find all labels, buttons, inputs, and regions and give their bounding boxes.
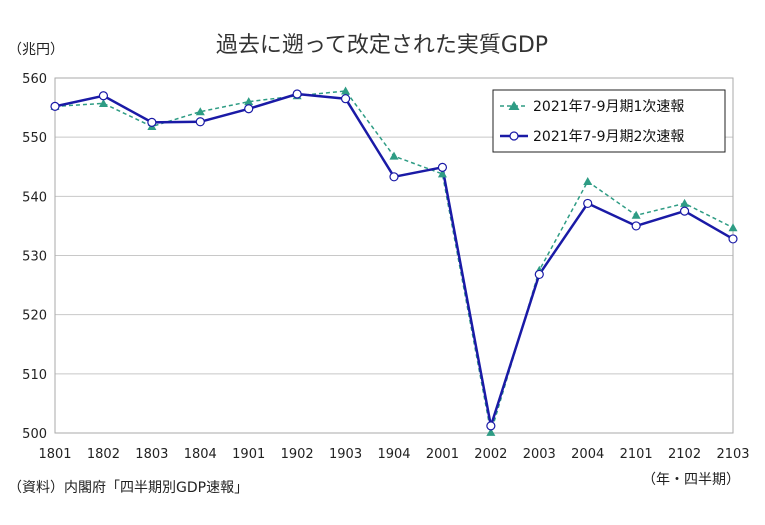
legend-label-series-1: 2021年7-9月期1次速報 [533,99,684,115]
gridlines [55,136,733,375]
x-tick-label: 2002 [474,447,507,462]
y-tick-label: 500 [22,427,47,442]
series-layer [50,86,738,436]
data-point-series-2 [534,269,544,280]
legend-label-series-2: 2021年7-9月期2次速報 [533,129,684,145]
legend-box [492,89,726,153]
x-tick-label: 1801 [38,447,71,462]
data-point-series-2 [728,234,738,244]
y-tick-label: 560 [22,72,47,87]
x-axis-unit: （年・四半期） [642,472,740,488]
x-tick-label: 1903 [329,447,362,462]
x-tick-label: 2103 [716,447,749,462]
legend-marker-series-2 [509,131,519,141]
data-point-series-2 [389,172,399,182]
data-point-series-2 [486,421,496,431]
data-point-series-2 [292,89,302,99]
data-point-series-2 [244,104,254,114]
data-point-series-2 [631,221,641,231]
x-tick-label: 2001 [426,447,459,462]
x-tick-label: 1803 [135,447,168,462]
x-tick-label: 2101 [620,447,653,462]
y-axis-unit: （兆円） [8,42,64,58]
data-point-series-2 [98,91,109,101]
data-point-series-2 [340,94,351,104]
data-point-series-2 [50,101,60,112]
x-tick-label: 2003 [523,447,556,462]
data-point-series-2 [583,198,593,209]
data-point-series-1 [728,223,738,232]
x-tick-label: 1901 [232,447,265,462]
x-tick-label: 2102 [668,447,701,462]
y-axis-ticks: 500 510 520 530 540 550 560 [22,72,47,442]
y-tick-label: 510 [22,368,47,383]
data-point-series-2 [437,162,448,172]
data-point-series-1 [195,107,205,116]
data-point-series-1 [583,177,593,186]
data-point-series-1 [244,97,254,106]
data-point-series-1 [631,210,641,219]
y-tick-label: 520 [22,309,47,324]
data-point-series-2 [147,117,157,127]
data-point-series-1 [437,169,447,178]
data-point-series-1 [341,86,351,95]
legend-marker-series-1 [508,101,520,110]
data-point-series-1 [680,198,690,207]
data-point-series-1 [98,98,108,107]
x-tick-label: 1802 [87,447,120,462]
data-point-series-2 [679,206,690,216]
x-tick-label: 1902 [281,447,314,462]
x-tick-label: 1804 [184,447,217,462]
x-axis-ticks: 1801 1802 1803 1804 1901 1902 1903 1904 2001 2002… [38,447,749,462]
chart-title: 過去に遡って改定された実質GDP [216,33,548,58]
data-point-series-2 [195,117,205,127]
y-tick-label: 540 [22,190,47,205]
y-tick-label: 530 [22,250,47,265]
plot-area [54,77,734,434]
x-tick-label: 1904 [377,447,410,462]
y-tick-label: 550 [22,131,47,146]
data-point-series-1 [389,151,399,160]
legend: 2021年7-9月期1次速報 2021年7-9月期2次速報 [492,89,726,153]
source-note: （資料）内閣府「四半期別GDP速報」 [8,480,248,496]
data-point-series-1 [486,427,496,436]
x-tick-label: 2004 [571,447,604,462]
